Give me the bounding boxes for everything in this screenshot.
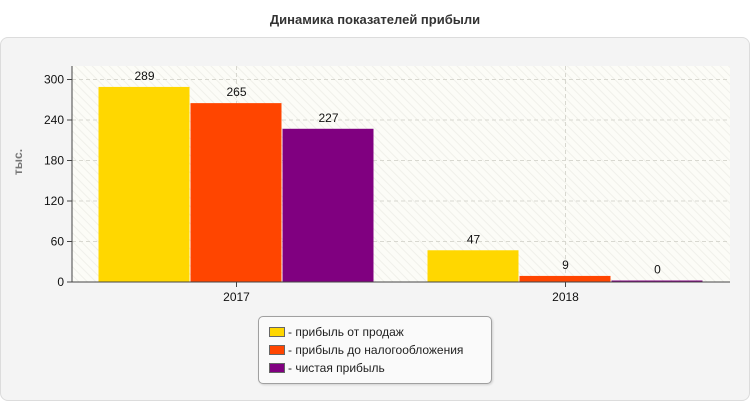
y-tick-label: 180 — [44, 154, 64, 168]
data-label: 289 — [134, 69, 154, 83]
y-tick-label: 0 — [57, 275, 64, 289]
legend-label-pretax-profit: - прибыль до налогообложения — [288, 343, 464, 357]
chart-title: Динамика показателей прибыли — [269, 12, 481, 27]
legend-label-sales-profit: - прибыль от продаж — [288, 325, 404, 339]
y-tick-label: 60 — [51, 235, 65, 249]
legend-swatch-pretax-profit — [269, 345, 285, 355]
bar-2018-3 — [611, 280, 703, 282]
data-label: 227 — [318, 111, 338, 125]
bar-2018-1 — [427, 250, 519, 282]
legend-item-net-profit: - чистая прибыль — [269, 360, 385, 376]
legend-item-sales-profit: - прибыль от продаж — [269, 324, 404, 340]
legend-swatch-net-profit — [269, 363, 285, 373]
data-label: 0 — [654, 263, 661, 277]
y-tick-label: 240 — [44, 113, 64, 127]
y-tick-label: 120 — [44, 194, 64, 208]
y-axis-label: тыс. — [11, 149, 25, 175]
legend-label-net-profit: - чистая прибыль — [288, 361, 385, 375]
data-label: 47 — [467, 232, 481, 246]
legend-item-pretax-profit: - прибыль до налогообложения — [269, 342, 463, 358]
chart-legend: - прибыль от продаж - прибыль до налогоо… — [258, 316, 492, 384]
bar-2018-2 — [519, 275, 611, 282]
legend-swatch-sales-profit — [269, 327, 285, 337]
data-label: 9 — [562, 258, 569, 272]
bar-2017-2 — [190, 103, 282, 282]
x-tick-label: 2018 — [552, 290, 579, 304]
data-label: 265 — [226, 85, 246, 99]
bar-2017-1 — [98, 86, 190, 282]
bar-2017-3 — [282, 128, 374, 282]
y-tick-label: 300 — [44, 73, 64, 87]
x-tick-label: 2017 — [223, 290, 250, 304]
